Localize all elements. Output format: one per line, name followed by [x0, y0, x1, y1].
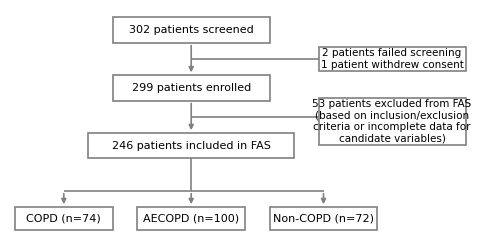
FancyBboxPatch shape [113, 75, 270, 101]
FancyBboxPatch shape [15, 207, 113, 230]
Text: 53 patients excluded from FAS
(based on inclusion/exclusion
criteria or incomple: 53 patients excluded from FAS (based on … [312, 99, 472, 144]
FancyBboxPatch shape [318, 98, 466, 145]
FancyBboxPatch shape [270, 207, 378, 230]
FancyBboxPatch shape [113, 17, 270, 43]
FancyBboxPatch shape [318, 47, 466, 71]
FancyBboxPatch shape [88, 133, 294, 159]
Text: 299 patients enrolled: 299 patients enrolled [132, 83, 251, 93]
Text: Non-COPD (n=72): Non-COPD (n=72) [273, 214, 374, 223]
Text: COPD (n=74): COPD (n=74) [26, 214, 101, 223]
Text: 2 patients failed screening
1 patient withdrew consent: 2 patients failed screening 1 patient wi… [320, 48, 464, 70]
Text: 302 patients screened: 302 patients screened [129, 25, 254, 35]
FancyBboxPatch shape [138, 207, 245, 230]
Text: 246 patients included in FAS: 246 patients included in FAS [112, 141, 270, 151]
Text: AECOPD (n=100): AECOPD (n=100) [143, 214, 240, 223]
